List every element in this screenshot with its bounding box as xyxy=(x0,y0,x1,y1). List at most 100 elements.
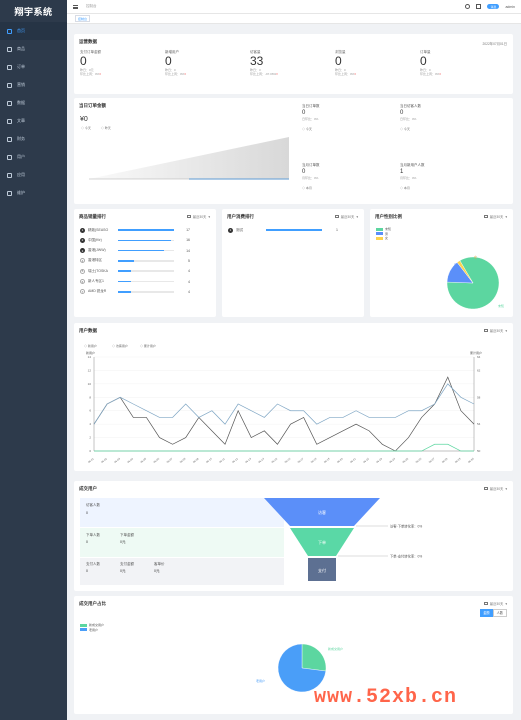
left-tick-label: 12 xyxy=(88,368,92,372)
overview-date[interactable]: 2022年07月01日 xyxy=(482,42,507,46)
rank-number: 5 xyxy=(80,268,85,274)
product-rank-filter[interactable]: 最近30天 ▾ xyxy=(187,214,210,219)
rank-value: 14 xyxy=(186,248,190,253)
rank-bar-track xyxy=(266,229,322,231)
today-side-3: 当月新用户人数 1 月环比：0% ◇ 本月 xyxy=(400,163,490,190)
legend-item[interactable]: 男 xyxy=(376,232,391,237)
rank-bar-track xyxy=(118,270,174,272)
message-badge[interactable]: 消息 xyxy=(487,4,500,9)
side-legend[interactable]: ◇ 本月 xyxy=(302,186,312,190)
calendar-icon xyxy=(484,486,488,491)
sidebar-item-6[interactable]: 财务 xyxy=(0,130,67,148)
data-icon xyxy=(7,100,12,106)
legend-today[interactable]: ◇ 今天 xyxy=(81,126,91,130)
rank-row: 1 精致(SEASO 17 xyxy=(80,226,196,234)
funnel-filter[interactable]: 最近30天 ▾ xyxy=(484,486,507,491)
rank-bar-fill xyxy=(118,260,135,262)
user-rank-filter[interactable]: 最近30天 ▾ xyxy=(335,214,358,219)
breadcrumb[interactable]: 控制台 xyxy=(86,4,97,8)
tag-home[interactable]: 控制台 xyxy=(75,15,91,22)
sidebar-item-3[interactable]: 营销 xyxy=(0,76,67,94)
user-data-filter[interactable]: 最近30天 ▾ xyxy=(484,328,507,333)
rank-name: 香港(JWW) xyxy=(88,248,106,253)
pie-label-female: 女 xyxy=(474,254,477,259)
line-legend-item[interactable]: ◇ 新用户 xyxy=(84,343,97,348)
stat-compare-text: 环比上周：0% xyxy=(165,72,185,76)
side-legend[interactable]: ◇ 今天 xyxy=(400,127,410,131)
rank-value: 4 xyxy=(188,279,190,284)
sidebar-item-9[interactable]: 维护 xyxy=(0,184,67,202)
rank-name: 新人专区1 xyxy=(88,279,104,283)
rank-number: 3 xyxy=(80,248,85,254)
legend-label: 新成交用户 xyxy=(89,623,105,628)
line-legend-item[interactable]: ◇ 累计用户 xyxy=(140,343,156,348)
calendar-icon xyxy=(484,328,488,333)
menu-toggle-icon[interactable] xyxy=(73,4,78,9)
series-line xyxy=(93,376,475,452)
sidebar-item-label: 维护 xyxy=(17,190,25,195)
legend-item[interactable]: 女 xyxy=(376,236,391,241)
deal-ratio-filter[interactable]: 最近30天 ▾ xyxy=(484,601,507,606)
user-menu[interactable]: admin xyxy=(505,4,515,9)
line-legend-item[interactable]: ◇ 访客用户 xyxy=(112,343,128,348)
stat-2: 访客量 33 昨日：3 环比上周：-97.06%▾ xyxy=(250,50,335,76)
x-tick-label: 06-13 xyxy=(244,456,252,464)
stat-label: 订单量 xyxy=(420,50,431,54)
visitor-label: 访客人数 xyxy=(86,503,100,507)
sidebar: 翔宇系统 首页 商品 订单 营销 数据 文章 财务 用户 应用 维护 xyxy=(0,0,67,720)
sidebar-item-label: 用户 xyxy=(17,154,25,159)
x-tick-label: 06-06 xyxy=(153,456,161,464)
sidebar-item-4[interactable]: 数据 xyxy=(0,94,67,112)
side-legend[interactable]: ◇ 今天 xyxy=(302,127,312,131)
side-legend[interactable]: ◇ 本月 xyxy=(400,186,410,190)
sidebar-item-2[interactable]: 订单 xyxy=(0,58,67,76)
fullscreen-icon[interactable] xyxy=(476,4,482,9)
pie-slice[interactable] xyxy=(456,260,474,284)
sidebar-item-label: 订单 xyxy=(17,64,25,69)
sidebar-item-0[interactable]: 首页 xyxy=(0,22,67,40)
sidebar-item-1[interactable]: 商品 xyxy=(0,40,67,58)
user-rank-title: 用户消费排行 xyxy=(227,214,254,219)
legend-yesterday[interactable]: ◇ 昨天 xyxy=(100,126,111,130)
legend-item[interactable]: 新成交用户 xyxy=(80,623,104,628)
toggle-amount[interactable]: 金额 xyxy=(480,609,493,617)
legend-swatch xyxy=(376,236,383,240)
x-tick-label: 06-17 xyxy=(297,456,305,464)
rank-name: 精致(SEASO xyxy=(88,227,109,232)
sidebar-item-5[interactable]: 文章 xyxy=(0,112,67,130)
gender-pie: 男 女未知 xyxy=(446,254,504,310)
sidebar-item-8[interactable]: 应用 xyxy=(0,166,67,184)
calendar-icon xyxy=(187,214,191,219)
rank-row: 5 瑞士(TOSKA 4 xyxy=(80,267,196,275)
gender-filter[interactable]: 最近30天 ▾ xyxy=(484,214,507,219)
order-icon xyxy=(7,64,12,70)
left-tick-label: 0 xyxy=(89,449,91,453)
rank-row: 3 香港(JWW) 14 xyxy=(80,247,196,255)
legend-swatch xyxy=(80,623,87,627)
sidebar-item-7[interactable]: 用户 xyxy=(0,148,67,166)
stat-label: 访客量 xyxy=(250,50,261,54)
stat-yesterday: 昨日：0 xyxy=(420,68,431,72)
stat-compare: 环比上周：0%▾ xyxy=(420,72,505,76)
x-tick-label: 06-08 xyxy=(179,456,187,464)
legend-item[interactable]: 老用户 xyxy=(80,628,104,633)
series-line xyxy=(93,383,475,425)
legend-item[interactable]: 未知 xyxy=(376,227,391,232)
order-count-label: 下单人数 xyxy=(86,533,100,537)
stat-label: 新增用户 xyxy=(165,50,179,54)
sidebar-item-label: 财务 xyxy=(17,136,25,141)
stat-4: 订单量 0 昨日：0 环比上周：0%▾ xyxy=(420,50,505,76)
side-value: 0 xyxy=(302,110,306,116)
pie-slice[interactable] xyxy=(301,643,327,672)
article-icon xyxy=(7,118,12,124)
toggle-count[interactable]: 人数 xyxy=(492,609,507,617)
pie-slice[interactable] xyxy=(277,643,327,693)
stat-compare-text: 环比上周：0% xyxy=(420,72,440,76)
stat-compare-text: 环比上周：0% xyxy=(80,72,100,76)
search-icon[interactable] xyxy=(465,4,471,9)
right-tick-label: 50 xyxy=(477,449,481,453)
pie-label-male: 男 xyxy=(454,262,457,267)
watermark: www.52xb.cn xyxy=(314,686,458,709)
side-legend-text: 本月 xyxy=(403,186,410,190)
unit-price-value: 0元 xyxy=(154,569,160,573)
